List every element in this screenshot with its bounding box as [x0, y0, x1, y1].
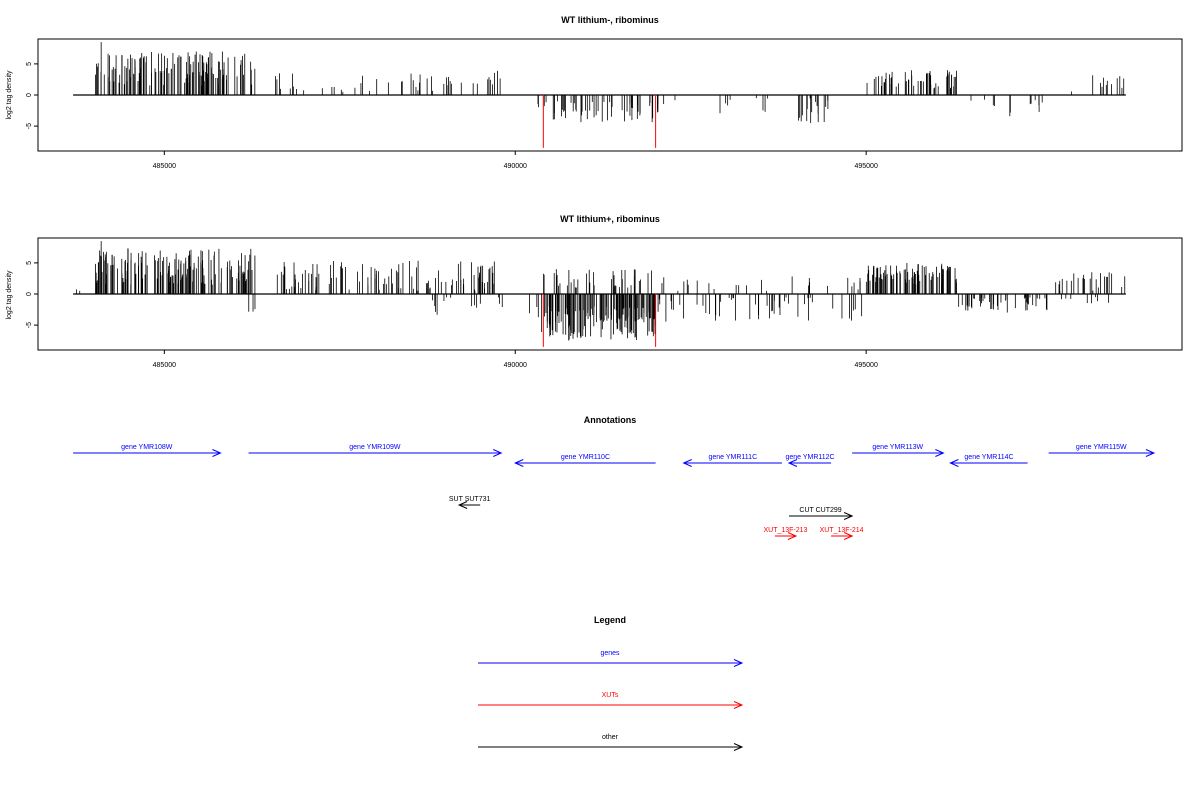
y-tick-label: 0 [26, 93, 33, 97]
arrowhead [787, 532, 798, 540]
y-tick-label: -5 [26, 322, 33, 328]
y-tick-label: 0 [26, 292, 33, 296]
arrowhead [514, 459, 524, 467]
bar-series [73, 42, 1126, 148]
x-axis: 485000 490000 495000 [153, 350, 878, 369]
legend-label: other [602, 734, 619, 741]
x-tick-label: 490000 [504, 163, 527, 170]
bar-series [73, 241, 1126, 347]
annotations-title: Annotations [584, 415, 637, 425]
arrowhead [733, 743, 744, 751]
x-axis: 485000 490000 495000 [153, 151, 878, 170]
panel-lithium-minus: WT lithium-, ribominus log2 tag density … [6, 15, 1183, 170]
feature-gene-ymr115w: gene YMR115W [1048, 444, 1156, 457]
y-tick-label: -5 [26, 123, 33, 129]
feature-label: gene YMR115W [1076, 444, 1127, 451]
feature-label: gene YMR108W [121, 444, 173, 451]
arrowhead [212, 449, 222, 457]
arrowhead [949, 459, 959, 467]
feature-gene-ymr110c: gene YMR110C [514, 454, 656, 467]
legend-items: genes XUTs other [478, 650, 744, 751]
x-tick-label: 495000 [854, 163, 877, 170]
panel-lithium-plus: WT lithium+, ribominus log2 tag density … [6, 214, 1183, 369]
x-tick-label: 495000 [854, 362, 877, 369]
feature-gene-ymr108w: gene YMR108W [73, 444, 222, 457]
feature-gene-ymr112c: gene YMR112C [785, 454, 835, 467]
y-tick-label: 5 [26, 62, 33, 66]
feature-xut-13f-213: XUT_13F-213 [763, 527, 808, 540]
feature-cut-cut299: CUT CUT299 [788, 507, 854, 520]
annotations-track: Annotations gene YMR108W gene YMR109Wgene… [73, 415, 1156, 540]
panel-title: WT lithium-, ribominus [561, 15, 659, 25]
arrowhead [457, 501, 468, 509]
feature-gene-ymr111c: gene YMR111C [682, 454, 782, 467]
legend-label: genes [600, 650, 620, 657]
arrowhead [843, 512, 854, 520]
feature-gene-ymr109w: gene YMR109W [248, 444, 503, 457]
x-tick-label: 485000 [153, 362, 176, 369]
panel-title: WT lithium+, ribominus [560, 214, 660, 224]
x-tick-label: 490000 [504, 362, 527, 369]
legend-item-genes: genes [478, 650, 744, 667]
feature-label: gene YMR112C [785, 454, 834, 461]
y-tick-label: 5 [26, 261, 33, 265]
feature-label: XUT_13F-213 [763, 527, 807, 534]
legend-item-xuts: XUTs [478, 692, 744, 709]
feature-sut-sut731: SUT SUT731 [449, 496, 491, 509]
feature-gene-ymr113w: gene YMR113W [852, 444, 945, 457]
feature-list: gene YMR108W gene YMR109W gene YMR110C gene… [73, 444, 1156, 540]
y-axis: -5 0 5 [26, 62, 38, 129]
x-tick-label: 485000 [153, 163, 176, 170]
arrowhead [733, 659, 744, 667]
y-axis-label: log2 tag density [6, 70, 13, 120]
arrowhead [493, 449, 503, 457]
feature-label: gene YMR114C [964, 454, 1013, 461]
arrowhead [935, 449, 945, 457]
feature-label: SUT SUT731 [449, 496, 491, 503]
feature-label: gene YMR113W [872, 444, 923, 451]
feature-gene-ymr114c: gene YMR114C [949, 454, 1028, 467]
legend-label: XUTs [602, 692, 619, 699]
arrowhead [1145, 449, 1156, 457]
feature-label: gene YMR109W [349, 444, 401, 451]
feature-label: gene YMR111C [708, 454, 757, 461]
feature-label: CUT CUT299 [799, 507, 841, 514]
feature-label: XUT_13F-214 [820, 527, 864, 534]
feature-xut-13f-214: XUT_13F-214 [820, 527, 864, 540]
arrowhead [843, 532, 854, 540]
legend: Legend genes XUTs other [478, 615, 744, 751]
feature-label: gene YMR110C [561, 454, 610, 461]
arrowhead [682, 459, 692, 467]
arrowhead [787, 459, 798, 467]
arrowhead [733, 701, 744, 709]
y-axis: -5 0 5 [26, 261, 38, 328]
y-axis-label: log2 tag density [6, 270, 13, 320]
legend-item-other: other [478, 734, 744, 751]
legend-title: Legend [594, 615, 626, 625]
